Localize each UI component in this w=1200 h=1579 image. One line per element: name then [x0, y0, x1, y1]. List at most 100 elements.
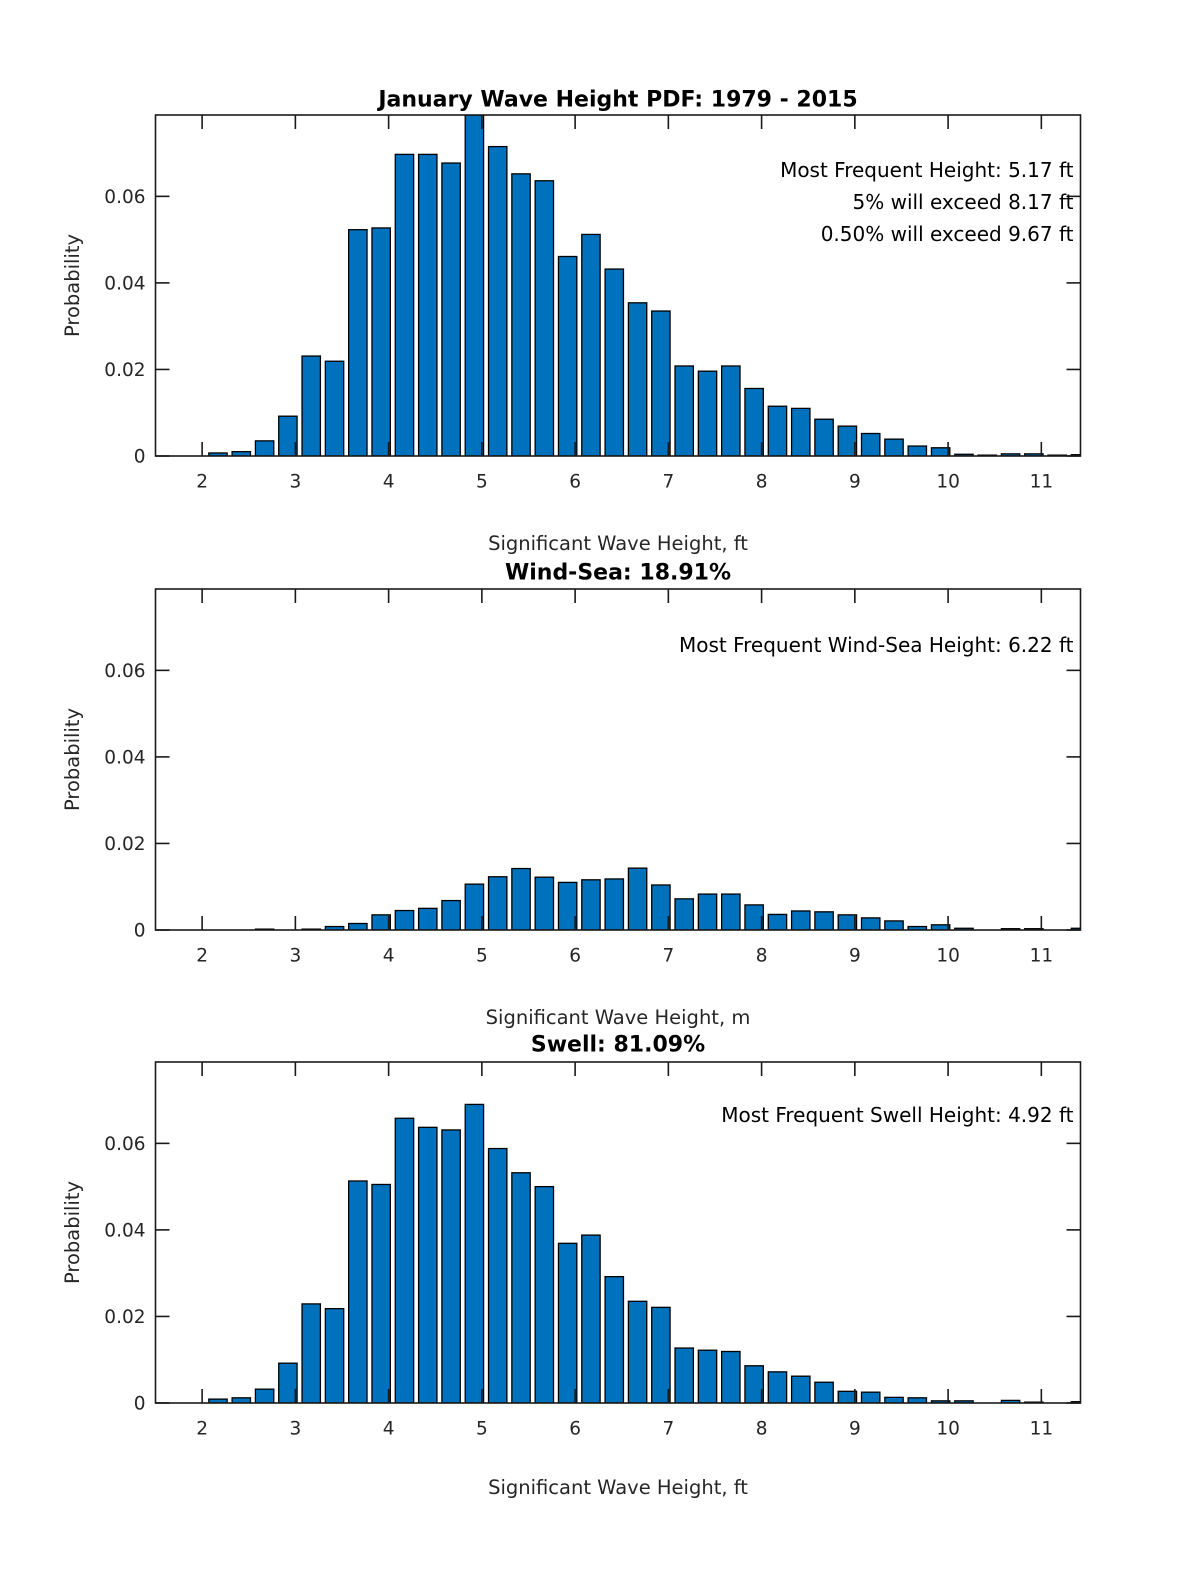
x-tick-label: 6 [569, 1418, 581, 1439]
bar [208, 452, 228, 456]
bar [441, 899, 461, 930]
bar [511, 173, 531, 456]
bar [720, 893, 741, 930]
bar [441, 162, 461, 456]
tick-marks [155, 589, 1081, 931]
bar [907, 445, 928, 456]
bar [767, 405, 788, 456]
bar [907, 1397, 928, 1403]
bar [697, 893, 718, 930]
x-tick-label: 10 [936, 471, 960, 492]
x-tick-label: 11 [1030, 945, 1054, 966]
bar [1070, 927, 1081, 930]
bar [744, 1365, 764, 1403]
bar [697, 1349, 718, 1403]
y-axis-label: Probability [61, 234, 84, 337]
bars-layer [254, 867, 1081, 930]
bar [371, 227, 391, 456]
histogram-group: 2 3 4 5 6 7 8 9 10 11 0 0.02 0.04 0.06 Swell: 81.09% Si… [61, 1033, 1082, 1499]
x-tick-label: 3 [289, 471, 301, 492]
x-tick-label: 11 [1030, 471, 1054, 492]
bar [627, 1300, 648, 1403]
x-tick-label: 2 [196, 945, 208, 966]
bar [301, 1303, 322, 1403]
bar [487, 876, 508, 930]
y-tick-label: 0.06 [104, 187, 145, 208]
bar [1000, 1399, 1021, 1403]
x-tick-label: 7 [662, 945, 674, 966]
annotation: Most Frequent Height: 5.17 ft [780, 158, 1074, 182]
bar [744, 387, 764, 456]
bar [487, 145, 508, 456]
histogram-group: 2 3 4 5 6 7 8 9 10 11 0 0.02 0.04 0.06 January Wave He… [61, 88, 1082, 555]
bar [814, 1381, 834, 1403]
bar [511, 867, 531, 930]
bar [651, 1306, 671, 1403]
bar [651, 310, 671, 456]
x-tick-label: 4 [383, 945, 395, 966]
bar [744, 904, 764, 930]
bar [464, 883, 485, 930]
x-tick-label: 3 [289, 1418, 301, 1439]
bar [348, 229, 368, 456]
bar [534, 876, 555, 930]
bar [464, 1103, 485, 1403]
bar [930, 447, 951, 456]
axis-box [154, 588, 1082, 931]
y-tick-label: 0.02 [104, 1307, 145, 1328]
bar [954, 927, 974, 930]
x-axis-label: Significant Wave Height, m [486, 1006, 751, 1029]
axis-box [154, 114, 1082, 457]
bars-layer [208, 1103, 1081, 1403]
y-tick-label: 0.02 [104, 360, 145, 381]
bar [767, 913, 788, 930]
x-tick-label: 7 [662, 471, 674, 492]
bar [487, 1147, 508, 1403]
bar [231, 451, 252, 456]
bar [301, 355, 322, 456]
x-tick-label: 10 [936, 945, 960, 966]
axis-box [154, 1061, 1082, 1404]
y-tick-label: 0.06 [104, 661, 145, 682]
bar [441, 1129, 461, 1403]
y-axis-label: Probability [61, 1181, 84, 1284]
bar [417, 907, 438, 930]
bar [394, 909, 415, 930]
x-tick-label: 7 [662, 1418, 674, 1439]
bar [557, 255, 578, 456]
bar [674, 365, 695, 456]
chart-title: January Wave Height PDF: 1979 - 2015 [376, 88, 857, 113]
bar [324, 360, 345, 456]
bar [720, 365, 741, 456]
y-tick-label: 0 [134, 920, 146, 941]
bar [837, 914, 858, 930]
bar [324, 1308, 345, 1403]
y-tick-label: 0.04 [104, 747, 145, 768]
y-tick-label: 0.04 [104, 1220, 145, 1241]
chart-title: Wind-Sea: 18.91% [505, 561, 731, 586]
bar [790, 910, 811, 930]
bar [651, 884, 671, 930]
bar [860, 432, 881, 456]
y-tick-label: 0.06 [104, 1134, 145, 1155]
bar [371, 914, 391, 930]
bar [860, 917, 881, 930]
x-tick-label: 9 [849, 1418, 861, 1439]
annotation: Most Frequent Wind-Sea Height: 6.22 ft [679, 633, 1074, 657]
bar [604, 268, 625, 456]
bar [581, 879, 601, 930]
bar [790, 1375, 811, 1403]
tick-marks [155, 115, 1081, 457]
annotation: Most Frequent Swell Height: 4.92 ft [721, 1103, 1073, 1127]
bar [417, 153, 438, 456]
bar [674, 1347, 695, 1403]
x-tick-label: 9 [849, 945, 861, 966]
bar [814, 418, 834, 456]
bar [371, 1183, 391, 1403]
bar [604, 878, 625, 930]
x-axis-label: Significant Wave Height, ft [488, 532, 748, 555]
tick-marks [155, 1062, 1081, 1404]
bar [790, 407, 811, 456]
